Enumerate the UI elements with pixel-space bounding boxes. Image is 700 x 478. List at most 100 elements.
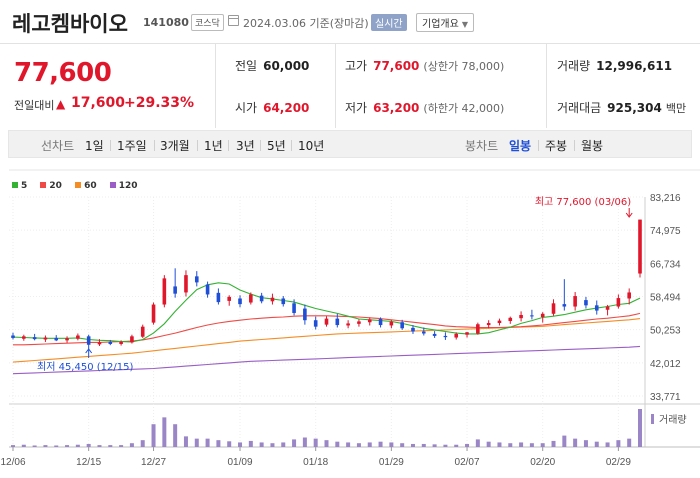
volume-bar xyxy=(400,443,405,447)
candle-body xyxy=(227,296,232,301)
candle-body xyxy=(584,300,588,306)
candle-body xyxy=(594,305,599,311)
candle-body xyxy=(443,335,448,338)
volume-bar xyxy=(562,435,567,447)
volume-bar xyxy=(551,440,556,447)
divider xyxy=(197,140,198,151)
volume-bar xyxy=(173,424,178,447)
period-1d[interactable]: 1일 xyxy=(85,139,104,153)
candle-body xyxy=(22,336,26,339)
change-label: 전일대비 xyxy=(14,99,55,112)
candle-body xyxy=(108,341,113,344)
volume-bar xyxy=(313,438,318,447)
candle-body xyxy=(454,333,459,338)
company-info-dropdown[interactable]: 기업개요 ▼ xyxy=(416,13,474,32)
y-tick-label: 74,975 xyxy=(650,226,681,237)
volume-bar xyxy=(302,437,307,447)
y-tick-label: 83,216 xyxy=(650,193,681,204)
divider xyxy=(260,140,261,151)
period-3y[interactable]: 3년 xyxy=(236,139,255,153)
candle-body xyxy=(357,321,361,324)
change-percent: +29.33% xyxy=(124,95,195,111)
ma120-line xyxy=(12,345,641,375)
volume-bar xyxy=(129,443,134,447)
x-tick-label: 01/29 xyxy=(379,457,404,468)
period-10y[interactable]: 10년 xyxy=(298,139,325,153)
volume-bar xyxy=(205,438,210,447)
volume-bar xyxy=(119,445,124,447)
y-tick-label: 33,771 xyxy=(650,392,681,403)
x-tick-label: 02/20 xyxy=(530,457,555,468)
volume-bar xyxy=(11,445,15,447)
candle-weekly[interactable]: 주봉 xyxy=(545,139,568,153)
volume-bar xyxy=(292,439,297,447)
divider xyxy=(228,140,229,151)
volume-bar xyxy=(75,444,80,447)
volume-value: 12,996,611 xyxy=(596,59,673,73)
period-5y[interactable]: 5년 xyxy=(267,139,286,153)
candle-body xyxy=(346,323,350,326)
price-summary: 77,600 전일대비 ▲ 17,600 +29.33% 전일 60,000 시가… xyxy=(0,44,700,128)
open-label: 시가 xyxy=(235,101,258,115)
candle-body xyxy=(303,308,307,321)
candle-body xyxy=(367,319,372,323)
period-1w[interactable]: 1주일 xyxy=(117,139,147,153)
candle-body xyxy=(184,275,188,293)
candle-body xyxy=(616,298,621,307)
candle-body xyxy=(605,306,610,310)
volume-bar xyxy=(378,441,383,447)
volume-bar xyxy=(410,443,415,447)
y-tick-label: 42,012 xyxy=(650,359,681,370)
volume-bar xyxy=(638,409,642,447)
volume-bar xyxy=(486,441,491,447)
candle-body xyxy=(249,294,253,303)
legend-swatch xyxy=(75,182,82,188)
volume-bar xyxy=(443,444,448,447)
volume-bar xyxy=(367,442,372,447)
legend-ma60: 60 xyxy=(75,181,97,191)
volume-bar xyxy=(529,443,534,447)
amount-value: 925,304 xyxy=(607,101,662,115)
amount-label: 거래대금 xyxy=(557,101,602,115)
low-annotation: 최저 45,450 (12/15) xyxy=(37,361,133,373)
upper-limit: (상한가 78,000) xyxy=(423,60,505,73)
candle-daily[interactable]: 일봉 xyxy=(509,139,532,153)
open-stat: 시가 64,200 xyxy=(235,99,309,116)
volume-bar xyxy=(389,442,394,447)
low-arrow-head xyxy=(85,348,93,354)
volume-label: 거래량 xyxy=(557,59,591,73)
candle-body xyxy=(378,319,383,326)
volume-bar xyxy=(465,443,470,447)
legend-ma5: 5 xyxy=(12,181,27,191)
period-1y[interactable]: 1년 xyxy=(204,139,223,153)
candle-body xyxy=(65,338,69,341)
candle-body xyxy=(530,315,534,317)
volume-bar xyxy=(97,445,102,447)
candle-body xyxy=(162,278,167,305)
volume-bar xyxy=(616,440,621,447)
volume-bar xyxy=(605,442,610,447)
stock-header: 레고켐바이오 141080 코스닥 2024.03.06 기준(장마감) 실시간… xyxy=(0,0,700,44)
realtime-button[interactable]: 실시간 xyxy=(371,14,407,31)
divider xyxy=(546,44,547,128)
volume-bar xyxy=(227,441,232,447)
legend-swatch xyxy=(109,182,116,188)
period-3m[interactable]: 3개월 xyxy=(160,139,190,153)
volume-bar xyxy=(259,442,264,447)
volume-bar xyxy=(162,417,167,447)
candle-monthly[interactable]: 월봉 xyxy=(581,139,604,153)
volume-bar xyxy=(421,443,426,447)
stock-name: 레고켐바이오 xyxy=(12,12,128,36)
volume-bar xyxy=(335,441,340,447)
up-arrow-icon: ▲ xyxy=(56,97,66,111)
candle-body xyxy=(421,331,426,334)
candle-body xyxy=(205,284,210,295)
x-tick-label: 12/15 xyxy=(76,457,101,468)
candle-body xyxy=(216,292,221,303)
volume-bar xyxy=(183,436,188,447)
volume-bar xyxy=(151,424,156,447)
high-annotation: 최고 77,600 (03/06) xyxy=(535,196,631,208)
candle-body xyxy=(476,324,480,334)
volume-bar xyxy=(324,440,329,447)
